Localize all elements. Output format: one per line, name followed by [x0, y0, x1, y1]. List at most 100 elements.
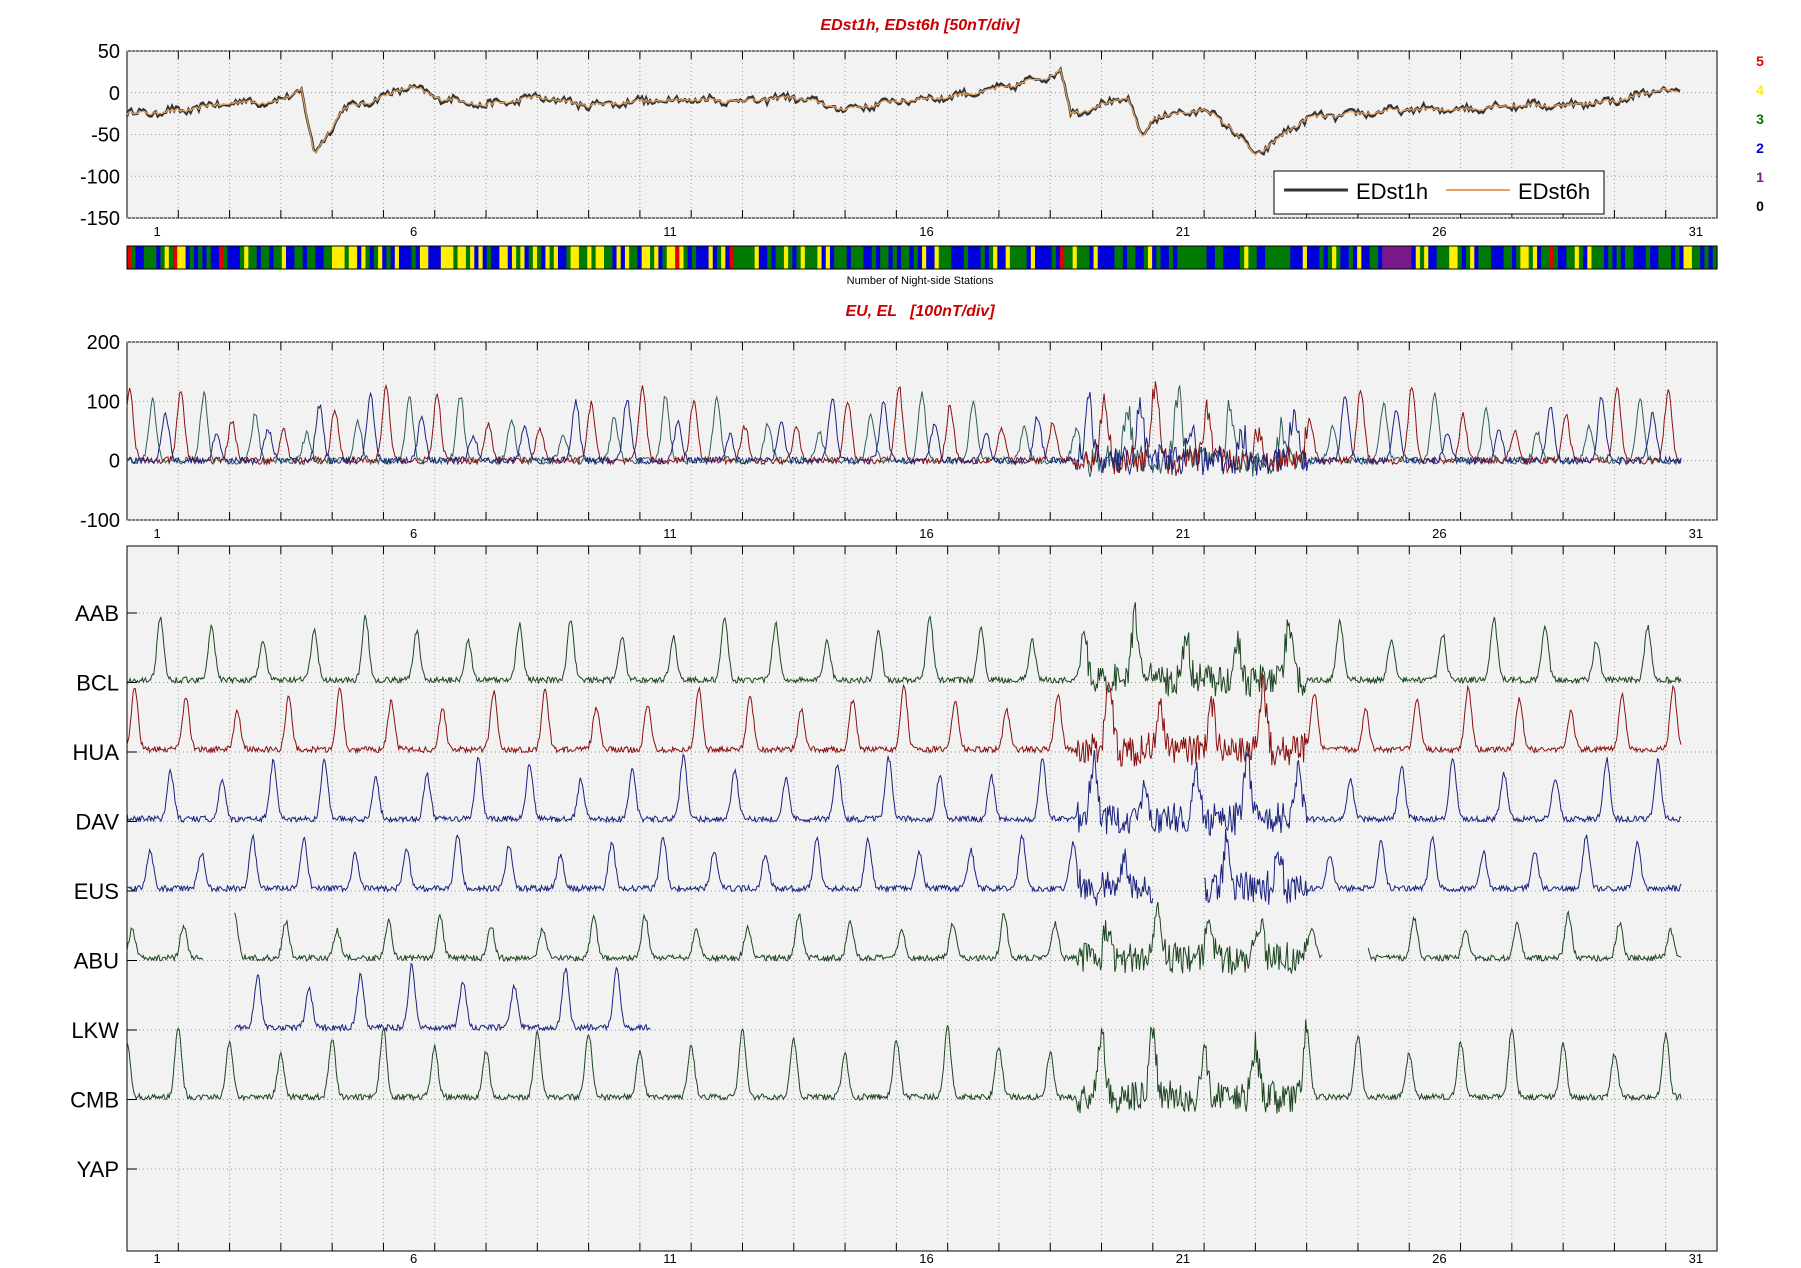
strip-cell: [315, 246, 321, 269]
strip-cell: [763, 246, 768, 269]
strip-cell: [1193, 246, 1199, 269]
x-tick-label: 1: [154, 1251, 161, 1266]
strip-cell: [386, 246, 392, 269]
strip-cell: [1608, 246, 1613, 269]
strip-cell: [1528, 246, 1534, 269]
strip-cell: [834, 246, 839, 269]
strip-cell: [319, 246, 325, 269]
strip-cell: [1570, 246, 1576, 269]
strip-cell: [1068, 246, 1074, 269]
strip-cell: [587, 246, 593, 269]
night-count-label: 1: [1756, 169, 1764, 185]
strip-cell: [1599, 246, 1605, 269]
strip-cell: [373, 246, 379, 269]
strip-cell: [1624, 246, 1630, 269]
station-label-bcl: BCL: [76, 671, 119, 696]
strip-cell: [1390, 246, 1396, 269]
strip-cell: [1365, 246, 1371, 269]
strip-cell: [403, 246, 408, 269]
strip-cell: [1214, 246, 1220, 269]
strip-cell: [696, 246, 701, 269]
strip-cell: [1294, 246, 1300, 269]
strip-cell: [880, 246, 885, 269]
x-tick-label: 26: [1432, 526, 1446, 541]
x-tick-label: 26: [1432, 224, 1446, 239]
eu-el-line: [126, 391, 1682, 476]
strip-cell: [265, 246, 270, 269]
strip-cell: [532, 246, 538, 269]
strip-cell: [1629, 246, 1634, 269]
x-tick-label: 16: [919, 526, 933, 541]
strip-cell: [775, 246, 781, 269]
strip-cell: [1436, 246, 1442, 269]
stations-grid: [127, 546, 1717, 1251]
station-trace-hua: [126, 750, 1682, 837]
strip-cell: [783, 246, 789, 269]
strip-cell: [499, 246, 505, 269]
strip-cell: [821, 246, 827, 269]
strip-cell: [549, 246, 555, 269]
strip-cell: [1670, 246, 1676, 269]
eu-el-plot-area: [126, 341, 1718, 521]
strip-cell: [1348, 246, 1354, 269]
strip-cell: [1081, 246, 1086, 269]
strip-cell: [352, 246, 358, 269]
y-tick-label: 200: [87, 332, 120, 354]
x-tick-label: 11: [663, 526, 677, 541]
strip-cell: [1014, 246, 1019, 269]
strip-cell: [382, 246, 388, 269]
x-tick-label: 6: [410, 224, 417, 239]
strip-cell: [1298, 246, 1304, 269]
station-label-lkw: LKW: [71, 1018, 119, 1043]
strip-cell: [348, 246, 354, 269]
strip-cell: [1189, 246, 1195, 269]
station-trace-eus: [126, 923, 204, 963]
strip-cell: [1620, 246, 1626, 269]
strip-cell: [1549, 246, 1555, 269]
strip-cell: [599, 246, 605, 269]
strip-cell: [624, 246, 630, 269]
strip-cell: [1273, 246, 1279, 269]
strip-cell: [875, 246, 881, 269]
station-trace-eus: [1367, 909, 1682, 963]
strip-cell: [127, 246, 132, 269]
y-tick-label: -100: [80, 166, 120, 188]
eu-el-x-ticks: 1 6 11 16 21 26 31: [154, 526, 1704, 541]
x-tick-label: 6: [410, 1251, 417, 1266]
strip-cell: [1482, 246, 1488, 269]
strip-cell: [306, 246, 312, 269]
strip-cell: [185, 246, 191, 269]
strip-cell: [1407, 246, 1413, 269]
strip-cell: [189, 246, 195, 269]
strip-cell: [716, 246, 722, 269]
strip-cell: [809, 246, 814, 269]
strip-cell: [428, 246, 434, 269]
strip-cell: [1386, 246, 1392, 269]
strip-cell: [1093, 246, 1099, 269]
strip-cell: [344, 246, 350, 269]
strip-cell: [817, 246, 823, 269]
strip-cell: [482, 246, 488, 269]
strip-cell: [419, 246, 425, 269]
strip-cell: [210, 246, 216, 269]
strip-cell: [566, 246, 572, 269]
strip-cell: [1595, 246, 1601, 269]
strip-cell: [792, 246, 798, 269]
strip-cell: [1478, 246, 1484, 269]
strip-cell: [683, 246, 689, 269]
strip-cell: [888, 246, 894, 269]
strip-cell: [1453, 246, 1459, 269]
strip-cell: [1156, 246, 1162, 269]
x-tick-label: 21: [1176, 526, 1190, 541]
strip-cell: [323, 246, 329, 269]
strip-cell: [365, 246, 371, 269]
strip-cell: [968, 246, 973, 269]
strip-cell: [1202, 246, 1208, 269]
strip-cell: [984, 246, 990, 269]
strip-cell: [152, 246, 157, 269]
strip-cell: [415, 246, 421, 269]
x-tick-label: 21: [1176, 1251, 1190, 1266]
strip-cell: [1252, 246, 1258, 269]
strip-cell: [1260, 246, 1266, 269]
night-count-label: 2: [1756, 140, 1764, 156]
